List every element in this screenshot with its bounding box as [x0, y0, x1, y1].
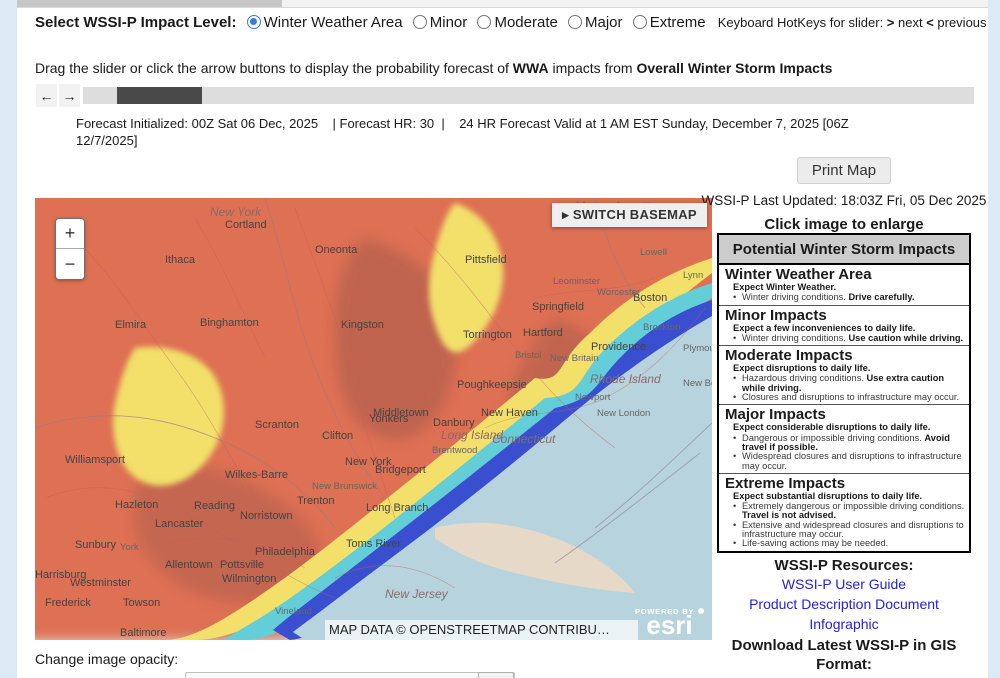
svg-text:Ithaca: Ithaca: [165, 254, 196, 266]
svg-text:Brentwood: Brentwood: [432, 445, 477, 456]
svg-text:Frederick: Frederick: [45, 597, 91, 609]
svg-text:Lancaster: Lancaster: [155, 518, 204, 530]
svg-text:Trenton: Trenton: [297, 495, 335, 507]
svg-text:Pottsville: Pottsville: [220, 559, 264, 571]
svg-text:New London: New London: [597, 408, 650, 419]
svg-text:Scranton: Scranton: [255, 419, 299, 431]
svg-text:Long Branch: Long Branch: [366, 502, 428, 514]
svg-text:York: York: [120, 542, 139, 553]
svg-text:Springfield: Springfield: [532, 301, 584, 313]
svg-text:Toms River: Toms River: [346, 538, 401, 550]
svg-text:Oneonta: Oneonta: [315, 244, 358, 256]
svg-text:Towson: Towson: [123, 597, 160, 609]
svg-text:Newport: Newport: [575, 392, 611, 403]
svg-text:New York: New York: [345, 456, 392, 468]
svg-text:Leominster: Leominster: [553, 276, 600, 287]
svg-text:Clifton: Clifton: [322, 430, 353, 442]
svg-text:Kingston: Kingston: [341, 319, 384, 331]
svg-text:Rhode Island: Rhode Island: [590, 372, 661, 386]
svg-text:New Bedford: New Bedford: [683, 378, 712, 389]
svg-text:Wilmington: Wilmington: [222, 573, 276, 585]
svg-text:Worcester: Worcester: [597, 287, 640, 298]
svg-text:Torrington: Torrington: [463, 329, 512, 341]
svg-text:Long Island: Long Island: [441, 428, 503, 442]
svg-text:Cortland: Cortland: [225, 219, 267, 231]
svg-text:Sunbury: Sunbury: [75, 539, 116, 551]
svg-text:Brockton: Brockton: [643, 322, 681, 333]
svg-text:New York: New York: [210, 205, 262, 219]
svg-text:Lowell: Lowell: [640, 247, 667, 258]
svg-text:Pittsfield: Pittsfield: [465, 254, 507, 266]
svg-text:Binghamton: Binghamton: [200, 317, 259, 329]
svg-text:Allentown: Allentown: [165, 559, 213, 571]
svg-text:Wilkes-Barre: Wilkes-Barre: [225, 469, 288, 481]
svg-text:Williamsport: Williamsport: [65, 454, 125, 466]
svg-text:Bristol: Bristol: [515, 350, 541, 361]
svg-text:Yonkers: Yonkers: [369, 413, 409, 425]
svg-text:Baltimore: Baltimore: [120, 627, 166, 639]
svg-text:Hartford: Hartford: [523, 327, 563, 339]
svg-text:Reading: Reading: [194, 500, 235, 512]
svg-text:New Jersey: New Jersey: [385, 587, 449, 601]
svg-text:New Haven: New Haven: [481, 407, 538, 419]
svg-text:Norristown: Norristown: [240, 510, 293, 522]
svg-text:Philadelphia: Philadelphia: [255, 546, 316, 558]
svg-text:New Britain: New Britain: [550, 353, 599, 364]
svg-text:Hazleton: Hazleton: [115, 499, 158, 511]
svg-text:Providence: Providence: [591, 341, 646, 353]
svg-text:Plymouth: Plymouth: [683, 343, 712, 354]
svg-text:Vineland: Vineland: [275, 606, 312, 617]
svg-text:New Brunswick: New Brunswick: [312, 481, 377, 492]
svg-text:Westminster: Westminster: [70, 577, 131, 589]
svg-text:Lynn: Lynn: [683, 270, 703, 281]
svg-text:Poughkeepsie: Poughkeepsie: [457, 379, 527, 391]
svg-text:Elmira: Elmira: [115, 319, 147, 331]
